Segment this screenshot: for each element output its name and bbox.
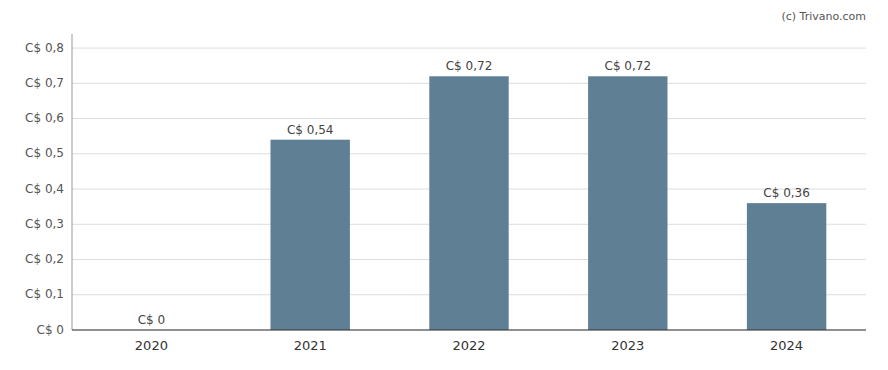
chart-container: C$ 0 C$ 0,1 C$ 0,2 C$ 0,3 C$ 0,4 C$ 0,5 C$ 0,6…	[0, 0, 888, 370]
x-tick-label: 2020	[135, 338, 168, 353]
x-tick-label: 2023	[611, 338, 644, 353]
data-label: C$ 0	[138, 313, 165, 327]
y-axis-line	[72, 34, 73, 330]
bar	[429, 76, 508, 330]
bar	[588, 76, 667, 330]
x-axis-line	[72, 330, 866, 331]
y-tick-label: C$ 0,8	[25, 41, 64, 55]
grid	[72, 48, 866, 330]
y-tick-label: C$ 0,2	[25, 252, 64, 266]
bars	[271, 76, 827, 330]
x-tick-label: 2021	[294, 338, 327, 353]
chart: C$ 0 C$ 0,1 C$ 0,2 C$ 0,3 C$ 0,4 C$ 0,5 C$ 0,6…	[0, 0, 888, 370]
data-label: C$ 0,36	[763, 186, 810, 200]
y-tick-label: C$ 0,5	[25, 146, 64, 160]
y-tick-label: C$ 0,6	[25, 111, 64, 125]
grid-line	[72, 330, 866, 331]
y-tick-label: C$ 0,7	[25, 76, 64, 90]
grid-line	[72, 48, 866, 49]
y-tick-label: C$ 0,4	[25, 182, 64, 196]
y-tick-label: C$ 0,1	[25, 287, 64, 301]
annotation: (c) Trivano.com	[781, 10, 866, 23]
y-tick-label: C$ 0	[37, 323, 64, 337]
data-label: C$ 0,72	[605, 59, 652, 73]
bar	[747, 203, 826, 330]
bar	[271, 140, 350, 330]
data-label: C$ 0,54	[287, 123, 334, 137]
x-tick-label: 2022	[452, 338, 485, 353]
data-label: C$ 0,72	[446, 59, 493, 73]
x-tick-label: 2024	[770, 338, 803, 353]
y-tick-label: C$ 0,3	[25, 217, 64, 231]
